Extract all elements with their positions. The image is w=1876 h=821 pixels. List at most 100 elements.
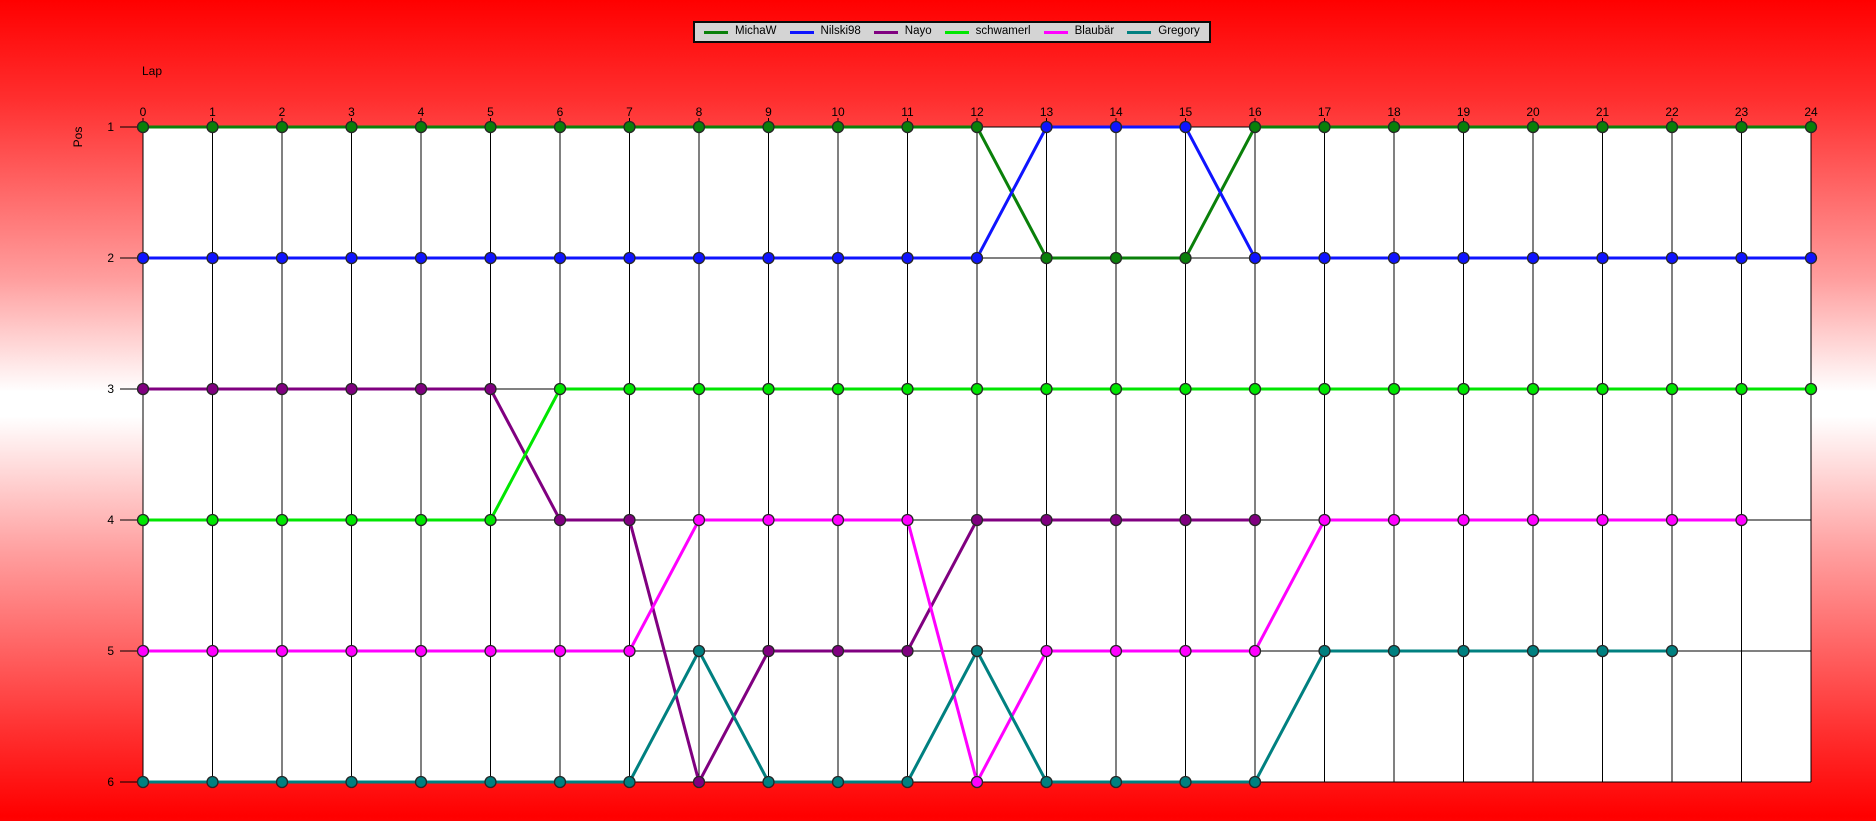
data-point-blaubär-lap-7 (623, 644, 636, 658)
y-tick-label-4: 4 (107, 513, 114, 527)
data-point-schwamerl-lap-18 (1387, 382, 1401, 396)
data-point-nayo-lap-3 (345, 382, 358, 396)
legend-label: Nilski98 (820, 25, 861, 38)
data-point-blaubär-lap-19 (1457, 513, 1470, 527)
x-tick-label-3: 3 (348, 105, 355, 119)
legend-item-gregory: Gregory (1127, 26, 1200, 38)
x-tick-label-17: 17 (1318, 105, 1332, 119)
data-point-nilski98-lap-21 (1596, 251, 1609, 265)
data-point-nayo-lap-8 (692, 775, 706, 789)
data-point-gregory-lap-0 (136, 775, 150, 789)
data-point-nayo-lap-11 (901, 644, 914, 658)
data-point-nilski98-lap-5 (484, 251, 497, 265)
x-tick-label-24: 24 (1804, 105, 1818, 119)
data-point-schwamerl-lap-8 (692, 382, 706, 396)
data-point-nilski98-lap-10 (831, 251, 845, 265)
data-point-nilski98-lap-15 (1179, 120, 1192, 134)
data-point-michaw-lap-7 (623, 120, 636, 134)
data-point-nilski98-lap-13 (1040, 120, 1053, 134)
legend-swatch-gregory (1127, 30, 1152, 34)
data-point-nayo-lap-1 (206, 382, 219, 396)
data-point-schwamerl-lap-7 (623, 382, 636, 396)
x-tick-label-21: 21 (1596, 105, 1610, 119)
data-point-nilski98-lap-22 (1665, 251, 1679, 265)
data-point-schwamerl-lap-5 (484, 513, 497, 527)
data-point-gregory-lap-21 (1596, 644, 1609, 658)
data-point-blaubär-lap-16 (1248, 644, 1262, 658)
data-point-gregory-lap-4 (414, 775, 428, 789)
legend-label: schwamerl (975, 25, 1031, 38)
x-tick-label-6: 6 (557, 105, 564, 119)
x-tick-label-1: 1 (209, 105, 216, 119)
data-point-michaw-lap-4 (414, 120, 428, 134)
data-point-gregory-lap-10 (831, 775, 845, 789)
data-point-nayo-lap-4 (414, 382, 428, 396)
data-point-nayo-lap-7 (623, 513, 636, 527)
x-axis-title: Lap (142, 64, 163, 78)
data-point-schwamerl-lap-12 (970, 382, 984, 396)
data-point-michaw-lap-10 (831, 120, 845, 134)
data-point-blaubär-lap-5 (484, 644, 497, 658)
data-point-blaubär-lap-13 (1040, 644, 1053, 658)
data-point-michaw-lap-2 (275, 120, 289, 134)
legend: MichaW Nilski98 Nayo schwamerl Blaubär Gregor… (693, 21, 1211, 43)
data-point-michaw-lap-18 (1387, 120, 1401, 134)
data-point-gregory-lap-5 (484, 775, 497, 789)
data-point-blaubär-lap-18 (1387, 513, 1401, 527)
data-point-nilski98-lap-8 (692, 251, 706, 265)
data-point-schwamerl-lap-4 (414, 513, 428, 527)
x-tick-label-2: 2 (279, 105, 286, 119)
data-point-gregory-lap-9 (762, 775, 775, 789)
legend-item-blaubär: Blaubär (1043, 25, 1115, 38)
data-point-blaubär-lap-22 (1665, 513, 1679, 527)
data-point-michaw-lap-16 (1248, 120, 1262, 134)
data-point-michaw-lap-6 (553, 120, 567, 134)
data-point-michaw-lap-5 (484, 120, 497, 134)
x-tick-label-7: 7 (626, 105, 633, 119)
data-point-gregory-lap-12 (970, 644, 984, 658)
data-point-blaubär-lap-4 (414, 644, 428, 658)
data-point-schwamerl-lap-9 (762, 382, 775, 396)
data-point-nilski98-lap-3 (345, 251, 358, 265)
data-point-schwamerl-lap-16 (1248, 382, 1262, 396)
data-point-gregory-lap-8 (692, 644, 706, 658)
x-tick-label-13: 13 (1040, 105, 1054, 119)
data-point-nilski98-lap-12 (970, 251, 984, 265)
data-point-blaubär-lap-3 (345, 644, 358, 658)
data-point-michaw-lap-22 (1665, 120, 1679, 134)
legend-item-nilski98: Nilski98 (789, 25, 861, 38)
data-point-schwamerl-lap-10 (831, 382, 845, 396)
data-point-nilski98-lap-0 (136, 251, 150, 265)
data-point-michaw-lap-3 (345, 120, 358, 134)
data-point-blaubär-lap-0 (136, 644, 150, 658)
data-point-schwamerl-lap-1 (206, 513, 219, 527)
data-point-michaw-lap-21 (1596, 120, 1609, 134)
data-point-blaubär-lap-17 (1318, 513, 1331, 527)
data-point-nilski98-lap-4 (414, 251, 428, 265)
data-point-gregory-lap-14 (1109, 775, 1123, 789)
data-point-michaw-lap-11 (901, 120, 914, 134)
legend-label: Blaubär (1074, 25, 1115, 38)
data-point-schwamerl-lap-0 (136, 513, 150, 527)
y-tick-label-5: 5 (107, 644, 114, 658)
data-point-blaubär-lap-8 (692, 513, 706, 527)
data-point-blaubär-lap-1 (206, 644, 219, 658)
y-tick-label-6: 6 (107, 775, 114, 789)
legend-item-michaw: MichaW (704, 26, 777, 38)
data-point-michaw-lap-15 (1179, 251, 1192, 265)
data-point-schwamerl-lap-11 (901, 382, 914, 396)
data-point-nilski98-lap-1 (206, 251, 219, 265)
data-point-blaubär-lap-23 (1735, 513, 1748, 527)
x-tick-label-8: 8 (696, 105, 703, 119)
x-tick-label-5: 5 (487, 105, 494, 119)
legend-label: Nayo (904, 25, 932, 38)
legend-swatch-nayo (873, 30, 898, 34)
data-point-nilski98-lap-16 (1248, 251, 1262, 265)
data-point-michaw-lap-20 (1526, 120, 1540, 134)
data-point-schwamerl-lap-17 (1318, 382, 1331, 396)
legend-swatch-blaubär (1043, 30, 1068, 34)
x-tick-label-18: 18 (1387, 105, 1401, 119)
x-tick-label-11: 11 (901, 105, 914, 119)
